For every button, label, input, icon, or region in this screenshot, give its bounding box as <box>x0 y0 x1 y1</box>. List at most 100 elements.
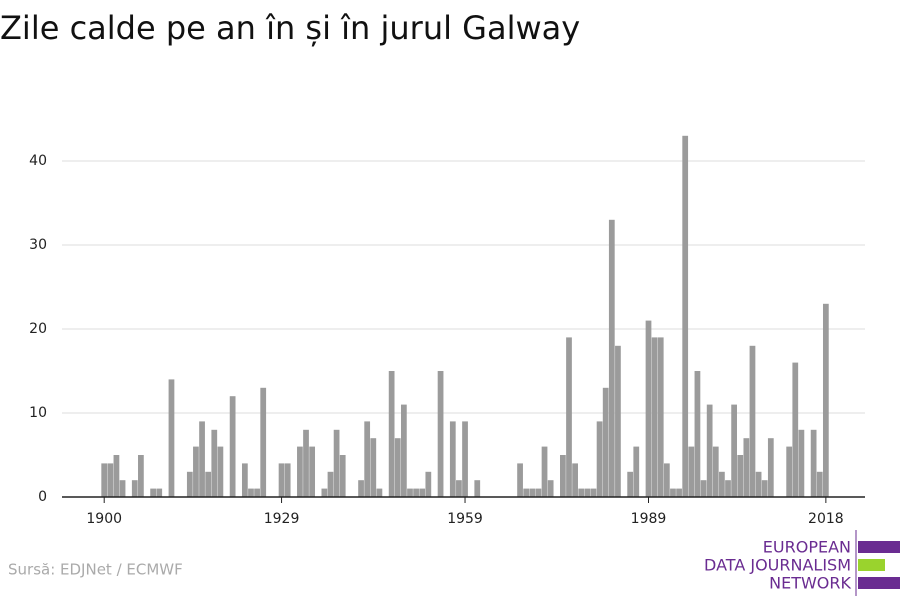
bar <box>547 480 554 497</box>
bar <box>663 463 670 497</box>
bar <box>370 438 377 497</box>
source: Sursă: EDJNet / ECMWF <box>8 561 183 579</box>
bar <box>186 471 193 497</box>
bar <box>523 488 530 497</box>
bar <box>339 455 346 497</box>
bar <box>743 438 750 497</box>
bar <box>541 446 548 497</box>
bar <box>529 488 536 497</box>
chart-title: Zile calde pe an în și în jurul Galway <box>0 9 580 47</box>
bar <box>358 480 364 497</box>
bar <box>474 480 481 497</box>
bar <box>670 488 676 497</box>
bar <box>413 488 419 497</box>
bar <box>119 480 126 497</box>
bar <box>615 345 621 497</box>
bar <box>566 337 572 497</box>
bar <box>798 429 805 497</box>
bar <box>731 404 737 497</box>
bar <box>394 438 401 497</box>
bar <box>260 387 267 497</box>
bar <box>437 371 444 497</box>
bar <box>407 488 413 497</box>
bar <box>150 488 156 497</box>
logo-line: EUROPEAN <box>763 538 851 557</box>
bar <box>682 135 689 498</box>
bar <box>400 404 407 497</box>
bar <box>449 421 456 497</box>
bar <box>321 488 328 497</box>
logo: EUROPEAN DATA JOURNALISM NETWORK <box>704 530 900 596</box>
bar <box>462 421 468 497</box>
bar <box>456 480 462 497</box>
bar <box>767 438 774 497</box>
bar <box>388 371 395 497</box>
bar <box>131 480 138 497</box>
bar <box>425 471 432 497</box>
x-tick-label: 1989 <box>631 511 667 527</box>
y-tick-label: 30 <box>29 237 47 253</box>
bar <box>107 463 114 497</box>
bar <box>645 320 652 497</box>
bar <box>278 463 285 497</box>
bar <box>376 488 383 497</box>
bar <box>712 446 719 497</box>
bar <box>217 446 224 497</box>
bar <box>676 488 682 497</box>
x-tick-label: 1900 <box>86 511 122 527</box>
bar <box>211 429 218 497</box>
bar <box>419 488 426 497</box>
bar <box>193 446 199 497</box>
logo-line: DATA JOURNALISM <box>704 556 851 575</box>
y-tick-label: 10 <box>29 405 47 421</box>
y-tick-label: 0 <box>38 489 47 505</box>
bar <box>327 471 334 497</box>
bar <box>241 463 248 497</box>
bar <box>688 446 695 497</box>
bar <box>303 429 309 497</box>
y-tick-label: 40 <box>29 153 47 169</box>
bar <box>822 303 829 497</box>
bar <box>517 463 523 497</box>
bar <box>719 471 725 497</box>
bar <box>297 446 303 497</box>
bar <box>584 488 591 497</box>
bar <box>535 488 542 497</box>
bar <box>254 488 260 497</box>
bar <box>590 488 597 497</box>
bar <box>761 480 768 497</box>
bar <box>284 463 291 497</box>
bar <box>651 337 658 497</box>
bar <box>816 471 823 497</box>
bar <box>657 337 664 497</box>
bar <box>333 429 340 497</box>
bar <box>560 455 566 497</box>
bar <box>205 471 212 497</box>
x-tick-label: 1929 <box>264 511 300 527</box>
bar <box>608 219 615 498</box>
bar <box>101 463 108 497</box>
bar <box>572 463 578 497</box>
bar <box>578 488 585 497</box>
y-tick-label: 20 <box>29 321 47 337</box>
x-tick-label: 2018 <box>808 511 844 527</box>
x-tick-label: 1959 <box>447 511 483 527</box>
bar <box>113 455 120 497</box>
logo-line: NETWORK <box>769 574 851 593</box>
bar <box>694 371 701 497</box>
bar <box>700 480 707 497</box>
bar <box>706 404 713 497</box>
bar <box>627 471 634 497</box>
bar <box>199 421 205 497</box>
bar <box>749 345 756 497</box>
bar <box>602 387 609 497</box>
bar <box>786 446 793 497</box>
bar <box>737 455 744 497</box>
bar <box>229 396 236 497</box>
bar <box>810 429 817 497</box>
bar <box>138 455 144 497</box>
bar <box>596 421 603 497</box>
bar <box>364 421 371 497</box>
bar <box>248 488 254 497</box>
